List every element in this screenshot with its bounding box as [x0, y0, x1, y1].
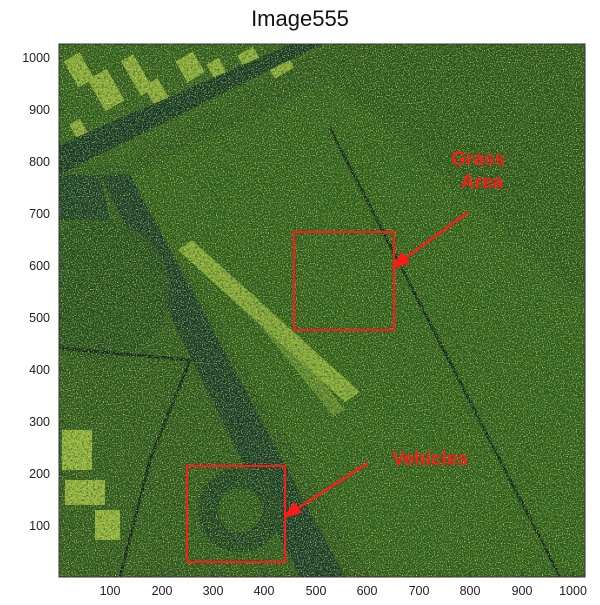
y-tick-label: 400	[29, 363, 50, 377]
y-tick-marks	[59, 57, 64, 527]
y-tick-label: 900	[29, 103, 50, 117]
x-tick-marks	[109, 572, 574, 577]
y-tick-label: 600	[29, 259, 50, 273]
figure-title: Image555	[251, 6, 349, 31]
x-tick-label: 100	[100, 584, 121, 598]
y-tick-label: 200	[29, 467, 50, 481]
x-tick-label: 1000	[559, 584, 587, 598]
y-tick-labels: 1000 900 800 700 600 500 400 300 200 100	[22, 51, 50, 533]
vehicles-arrow	[283, 461, 369, 519]
x-tick-label: 500	[306, 584, 327, 598]
y-tick-label: 700	[29, 207, 50, 221]
aerial-image	[59, 44, 585, 577]
x-tick-label: 400	[254, 584, 275, 598]
grass-area-label-line2: Area	[461, 172, 504, 193]
x-tick-labels: 100 200 300 400 500 600 700 800 900 1000	[100, 584, 587, 598]
grass-area-box	[293, 231, 395, 331]
x-tick-label: 300	[203, 584, 224, 598]
vehicles-box	[186, 465, 286, 563]
x-tick-label: 900	[512, 584, 533, 598]
y-tick-label: 300	[29, 415, 50, 429]
x-tick-label: 700	[409, 584, 430, 598]
x-tick-label: 200	[152, 584, 173, 598]
x-tick-label: 800	[460, 584, 481, 598]
x-tick-label: 600	[357, 584, 378, 598]
axes-frame	[58, 43, 586, 578]
vehicles-label: Vehicles	[392, 449, 468, 470]
y-tick-label: 1000	[22, 51, 50, 65]
grass-area-label-line1: Grass	[451, 149, 505, 170]
y-tick-label: 100	[29, 519, 50, 533]
y-tick-label: 500	[29, 311, 50, 325]
grass-area-arrow	[391, 210, 469, 270]
y-tick-label: 800	[29, 155, 50, 169]
